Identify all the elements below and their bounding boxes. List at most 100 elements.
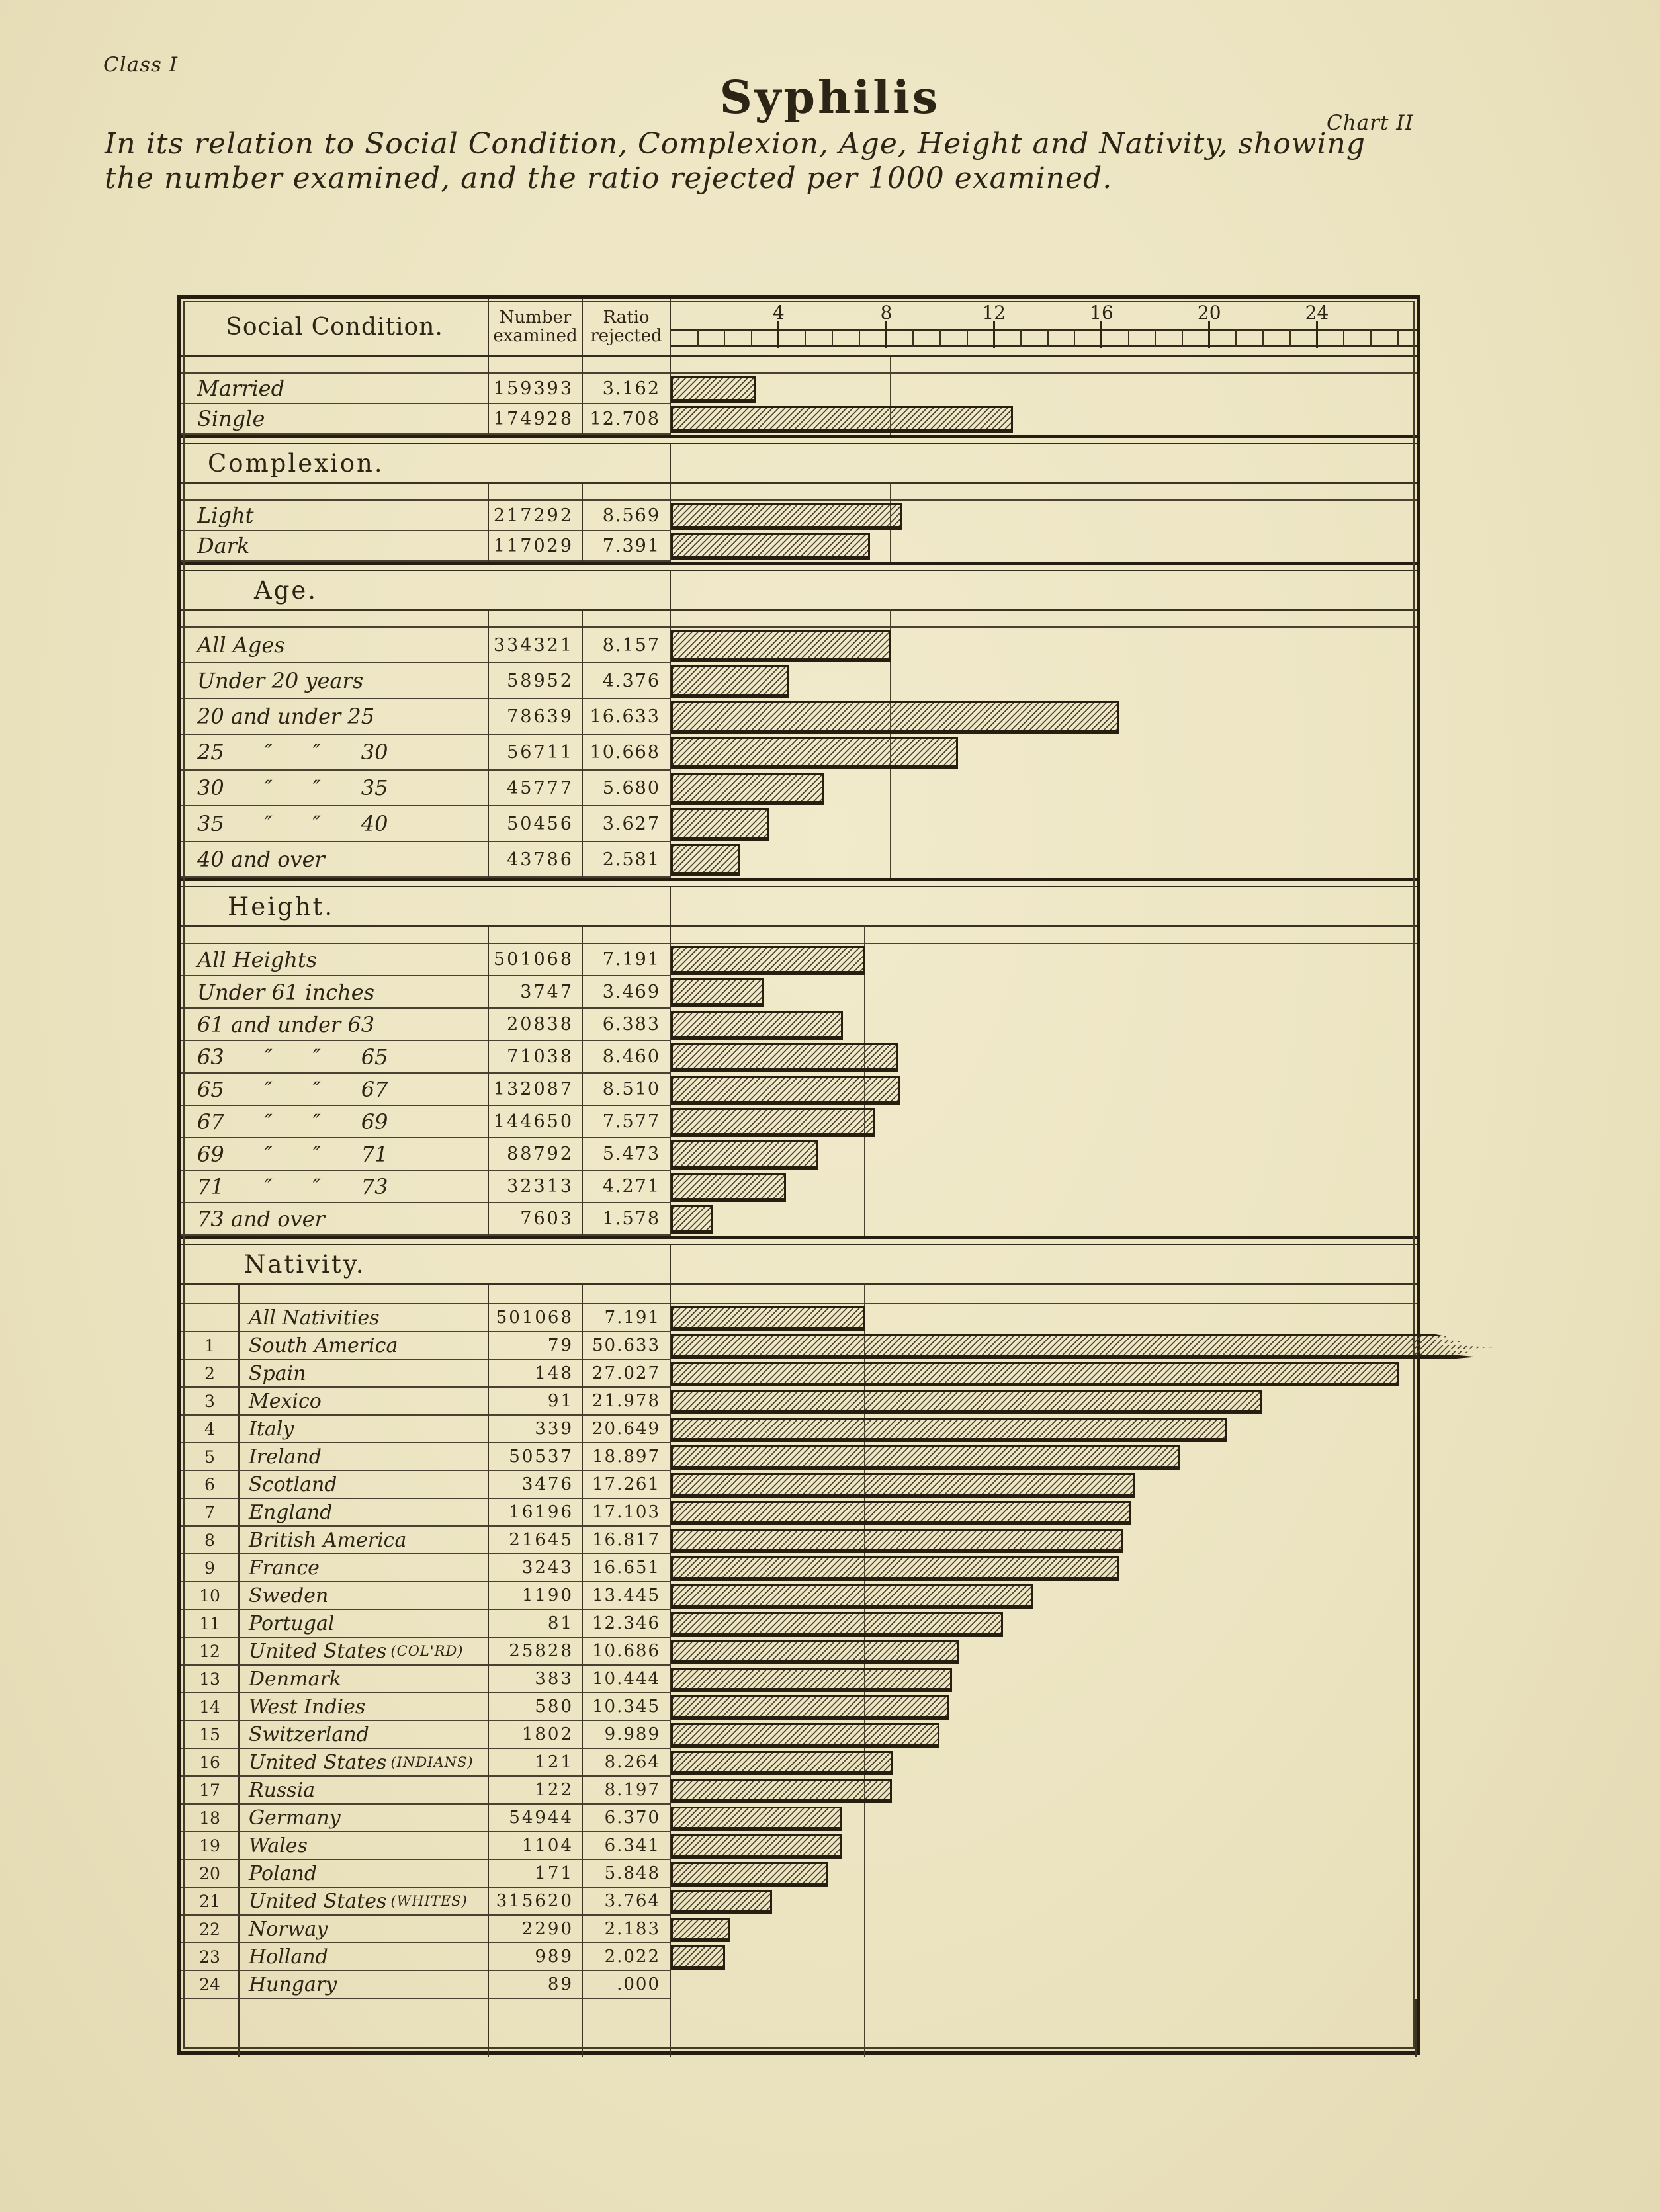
ratio-bar: [671, 1173, 786, 1202]
table-row: 63 ″ ″ 65 71038 8.460: [181, 1041, 1417, 1074]
table-row: 15 Switzerland 1802 9.989: [181, 1721, 1417, 1749]
row-label: 30 ″ ″ 35: [181, 771, 489, 806]
bar-cell: [671, 1971, 1417, 1999]
ratio-value: 2.183: [583, 1916, 671, 1943]
examined-value: 144650: [489, 1106, 583, 1138]
ratio-value: 7.577: [583, 1106, 671, 1138]
header-ratio-line2: rejected: [590, 326, 662, 346]
ratio-bar: [671, 1445, 1180, 1470]
section-title-band: Complexion.: [181, 444, 1417, 484]
bar-cell: [671, 404, 1417, 435]
ratio-bar: [671, 773, 824, 805]
bar-cell: [671, 1721, 1417, 1749]
ratio-value: 7.191: [583, 1304, 671, 1332]
axis-major-tick: [885, 321, 887, 348]
bar-cell: [671, 1074, 1417, 1106]
table-row: Married 159393 3.162: [181, 374, 1417, 404]
row-label: Wales: [240, 1832, 489, 1860]
spacer-cell: [489, 1285, 583, 1304]
ratio-bar: [671, 1390, 1262, 1414]
ratio-bar: [671, 1108, 875, 1137]
ratio-value: 20.649: [583, 1416, 671, 1443]
examined-value: 32313: [489, 1171, 583, 1203]
spacer-cell: [583, 611, 671, 628]
axis-minor-tick: [912, 329, 914, 347]
row-rank: 13: [181, 1666, 240, 1693]
examined-value: 50537: [489, 1443, 583, 1471]
bar-cell: [671, 1443, 1417, 1471]
table-row: 19 Wales 1104 6.341: [181, 1832, 1417, 1860]
ratio-value: 18.897: [583, 1443, 671, 1471]
section-divider: [181, 878, 1417, 887]
row-label: West Indies: [240, 1693, 489, 1721]
spacer-cell: [671, 611, 1417, 628]
column-header-ratio-rejected: Ratio rejected: [583, 299, 671, 355]
row-label: All Ages: [181, 628, 489, 663]
row-label: Mexico: [240, 1388, 489, 1416]
ratio-bar: [671, 1779, 892, 1803]
spacer-cell: [583, 484, 671, 501]
bar-cell: [671, 1471, 1417, 1499]
statistical-table: Social Condition. Number examined Ratio …: [177, 295, 1493, 2057]
table-row: 67 ″ ″ 69 144650 7.577: [181, 1106, 1417, 1138]
ratio-bar: [671, 1140, 818, 1170]
examined-value: 501068: [489, 944, 583, 976]
ratio-bar: [671, 503, 902, 530]
ratio-bar: [671, 1918, 730, 1942]
column-header-number-examined: Number examined: [489, 299, 583, 355]
examined-value: 334321: [489, 628, 583, 663]
row-rank: 8: [181, 1527, 240, 1554]
row-rank: 2: [181, 1360, 240, 1388]
bar-cell: [671, 1888, 1417, 1916]
table-row: All Nativities 501068 7.191: [181, 1304, 1417, 1332]
axis-minor-tick: [1074, 329, 1076, 347]
table-row: 13 Denmark 383 10.444: [181, 1666, 1417, 1693]
ratio-bar: [671, 1529, 1123, 1553]
spacer-cell: [489, 1999, 583, 2057]
row-rank: 21: [181, 1888, 240, 1916]
table-row: 5 Ireland 50537 18.897: [181, 1443, 1417, 1471]
ratio-bar: [671, 1043, 898, 1072]
row-rank: 1: [181, 1332, 240, 1360]
spacer-cell: [489, 357, 583, 374]
table-row: 65 ″ ″ 67 132087 8.510: [181, 1074, 1417, 1106]
bar-cell: [671, 1138, 1417, 1171]
spacer-cell: [671, 484, 1417, 501]
bar-cell: [671, 1106, 1417, 1138]
ratio-value: 4.376: [583, 663, 671, 699]
examined-value: 121: [489, 1749, 583, 1777]
ratio-bar: [671, 1501, 1131, 1525]
page-title: Syphilis: [719, 71, 941, 124]
bar-cell: [671, 1360, 1417, 1388]
subtitle-line-2: the number examined, and the ratio rejec…: [105, 161, 1113, 195]
ratio-bar: [671, 1751, 893, 1775]
bar-cell: [671, 531, 1417, 562]
bar-cell: [671, 771, 1417, 806]
row-label: 40 and over: [181, 842, 489, 878]
section-title-spacer: [671, 1245, 1417, 1283]
bar-cell: [671, 1943, 1417, 1971]
examined-value: 7603: [489, 1203, 583, 1236]
ratio-bar: [671, 1640, 959, 1664]
axis-minor-tick: [1343, 329, 1345, 347]
ratio-bar: [671, 844, 740, 876]
table-row: 61 and under 63 20838 6.383: [181, 1009, 1417, 1041]
bar-cell: [671, 976, 1417, 1009]
examined-value: 159393: [489, 374, 583, 404]
row-label: 61 and under 63: [181, 1009, 489, 1041]
table-row: Under 61 inches 3747 3.469: [181, 976, 1417, 1009]
row-label: Spain: [240, 1360, 489, 1388]
bar-cell: [671, 842, 1417, 878]
table-row: 22 Norway 2290 2.183: [181, 1916, 1417, 1943]
bar-cell: [671, 944, 1417, 976]
ratio-value: 9.989: [583, 1721, 671, 1749]
row-label: Single: [181, 404, 489, 435]
axis-minor-tick: [1370, 329, 1372, 347]
examined-value: 580: [489, 1693, 583, 1721]
section-divider: [181, 435, 1417, 444]
bar-cell: [671, 1041, 1417, 1074]
examined-value: 174928: [489, 404, 583, 435]
bar-cell: [671, 501, 1417, 531]
ratio-bar: [671, 376, 756, 403]
